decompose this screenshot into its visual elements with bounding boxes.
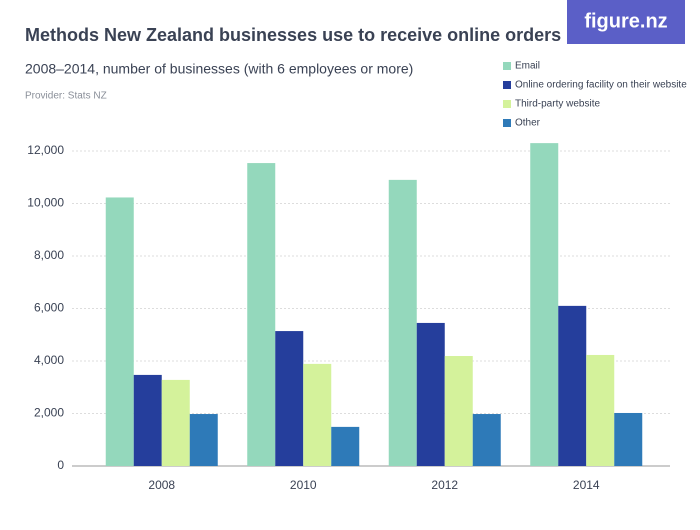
- bar: [133, 374, 162, 466]
- x-tick-label: 2012: [431, 478, 458, 492]
- legend-label: Email: [515, 61, 540, 72]
- provider: Provider: Stats NZ: [25, 91, 107, 102]
- y-tick-label: 10,000: [27, 196, 64, 210]
- y-tick-label: 8,000: [34, 248, 64, 262]
- y-tick-label: 0: [57, 458, 64, 472]
- y-tick-label: 6,000: [34, 301, 64, 315]
- bar: [530, 143, 559, 466]
- bar: [558, 305, 587, 466]
- legend-label: Online ordering facility on their websit…: [515, 80, 687, 91]
- y-tick-label: 12,000: [27, 143, 64, 157]
- bar: [388, 179, 417, 466]
- bar: [105, 197, 134, 466]
- x-tick-label: 2008: [148, 478, 175, 492]
- bar: [331, 426, 360, 466]
- legend-swatch: [503, 81, 511, 89]
- bar: [416, 322, 445, 466]
- bar: [247, 163, 276, 466]
- chart-title: Methods New Zealand businesses use to re…: [25, 25, 561, 45]
- bar: [444, 356, 473, 466]
- legend-swatch: [503, 119, 511, 127]
- y-tick-label: 2,000: [34, 406, 64, 420]
- bar: [472, 414, 501, 466]
- legend-label: Other: [515, 118, 541, 129]
- logo: figure.nz: [584, 10, 667, 32]
- bar: [303, 363, 332, 466]
- legend-swatch: [503, 62, 511, 70]
- bar: [614, 412, 643, 466]
- legend-label: Third-party website: [515, 99, 600, 110]
- chart-subtitle: 2008–2014, number of businesses (with 6 …: [25, 61, 413, 77]
- x-tick-label: 2014: [573, 478, 600, 492]
- bar: [161, 379, 190, 466]
- bar: [189, 414, 218, 466]
- bar: [586, 354, 615, 466]
- bar: [275, 331, 304, 466]
- legend-swatch: [503, 100, 511, 108]
- x-tick-label: 2010: [290, 478, 317, 492]
- y-tick-label: 4,000: [34, 353, 64, 367]
- logo-box: [567, 0, 685, 44]
